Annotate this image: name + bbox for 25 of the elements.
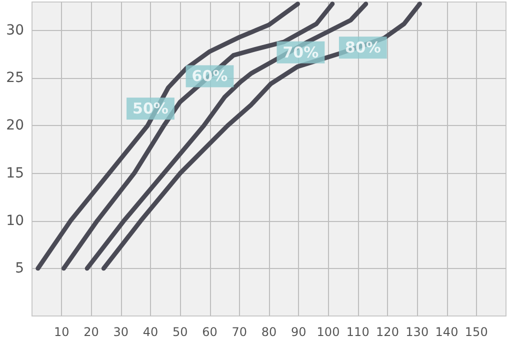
x-tick-label: 150 (464, 325, 488, 339)
x-tick-label: 20 (84, 325, 99, 339)
x-tick-label: 70 (232, 325, 248, 339)
x-tick-label: 30 (113, 325, 129, 339)
x-tick-label: 40 (142, 325, 158, 339)
x-tick-label: 130 (406, 325, 429, 339)
annotation: 70% (282, 43, 319, 62)
x-tick-label: 80 (261, 325, 277, 339)
x-tick-label: 120 (376, 325, 399, 339)
y-tick-label: 30 (6, 22, 24, 39)
x-tick-label: 100 (316, 325, 340, 339)
x-tick-label: 50 (172, 325, 188, 339)
x-tick-label: 110 (346, 325, 370, 339)
x-tick-label: 140 (435, 325, 458, 339)
annotation: 50% (132, 100, 168, 118)
annotation: 60% (192, 67, 228, 86)
x-tick-label: 90 (290, 325, 306, 339)
y-tick-label: 10 (6, 212, 24, 229)
y-tick-label: 20 (6, 118, 24, 134)
x-tick-label: 10 (54, 325, 70, 339)
y-tick-label: 15 (6, 165, 24, 182)
annotation: 80% (344, 38, 381, 57)
y-tick-label: 25 (6, 70, 24, 86)
x-tick-label: 60 (202, 325, 218, 339)
y-tick-label: 5 (15, 260, 24, 276)
